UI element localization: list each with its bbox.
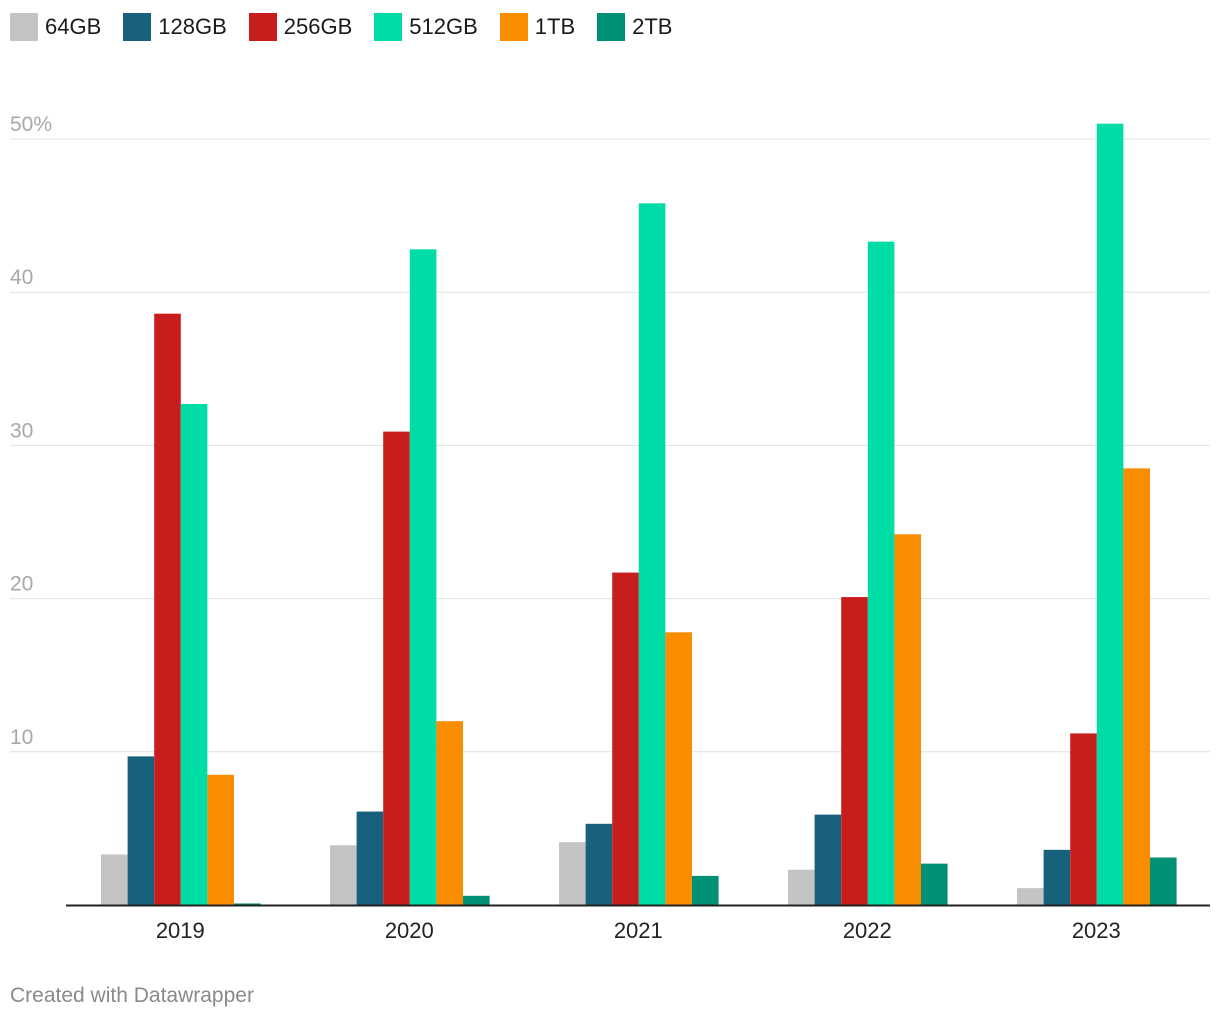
bar-2021-64gb: [559, 842, 586, 905]
bar-2019-64gb: [101, 854, 128, 905]
bar-2021-128gb: [585, 823, 613, 905]
legend-label: 2TB: [632, 14, 673, 39]
legend-item-512gb: 512GB: [374, 13, 478, 41]
x-tick-label: 2021: [614, 918, 663, 943]
legend-item-64gb: 64GB: [10, 13, 101, 41]
legend-label: 128GB: [158, 14, 227, 39]
bar-2019-2tb: [234, 903, 261, 905]
bar-2020-2tb: [463, 895, 490, 905]
bar-2023-64gb: [1017, 888, 1044, 905]
legend-swatch: [123, 13, 152, 41]
bar-2021-256gb: [612, 572, 639, 905]
legend-item-256gb: 256GB: [248, 13, 353, 41]
legend-swatch: [10, 13, 38, 41]
y-tick-label: 50%: [10, 113, 52, 136]
bar-2021-1tb: [665, 632, 692, 905]
legend-swatch: [374, 13, 403, 41]
bar-2022-512gb: [867, 241, 895, 906]
bar-2019-512gb: [180, 404, 208, 905]
bar-2020-128gb: [356, 811, 384, 905]
bar-2020-64gb: [330, 845, 357, 905]
bar-2022-1tb: [894, 534, 921, 905]
x-tick-label: 2022: [843, 918, 892, 943]
bar-2023-512gb: [1096, 123, 1124, 906]
legend-label: 64GB: [45, 14, 102, 39]
x-tick-label: 2020: [385, 918, 434, 943]
bar-2021-512gb: [638, 203, 666, 905]
bar-2019-1tb: [207, 774, 234, 905]
bar-2019-128gb: [127, 756, 155, 905]
chart-legend: 64GB 128GB 256GB 512GB 1TB 2TB: [10, 12, 694, 42]
bar-2020-256gb: [383, 431, 410, 905]
legend-swatch: [597, 13, 626, 41]
y-tick-label: 10: [10, 726, 33, 749]
legend-item-128gb: 128GB: [123, 13, 227, 41]
x-tick-label: 2023: [1072, 918, 1121, 943]
y-tick-label: 30: [10, 419, 33, 442]
y-tick-label: 20: [10, 573, 33, 596]
bar-2023-1tb: [1123, 468, 1150, 905]
bar-2022-64gb: [788, 869, 815, 905]
legend-label: 256GB: [283, 14, 353, 39]
bar-2022-128gb: [814, 814, 842, 905]
y-tick-label: 40: [10, 266, 33, 289]
bar-2020-512gb: [409, 249, 437, 905]
footer-credit: Created with Datawrapper: [10, 984, 254, 1007]
bar-2023-128gb: [1043, 849, 1071, 905]
bar-chart: 10 20 30 40 50% 2019 2020 2021 2022 2023: [10, 113, 1210, 943]
bar-2021-2tb: [692, 875, 719, 905]
legend-label: 1TB: [534, 14, 576, 39]
bar-2020-1tb: [436, 721, 463, 905]
bar-2023-2tb: [1150, 857, 1177, 905]
legend-label: 512GB: [409, 14, 478, 39]
bar-2023-256gb: [1070, 733, 1097, 905]
bar-2019-256gb: [154, 313, 181, 905]
legend-swatch: [248, 13, 277, 41]
x-tick-label: 2019: [156, 918, 205, 943]
legend-item-1tb: 1TB: [499, 13, 576, 41]
bar-2022-2tb: [921, 863, 948, 905]
legend-item-2tb: 2TB: [597, 13, 672, 41]
bar-2022-256gb: [841, 597, 868, 905]
legend-swatch: [499, 13, 528, 41]
